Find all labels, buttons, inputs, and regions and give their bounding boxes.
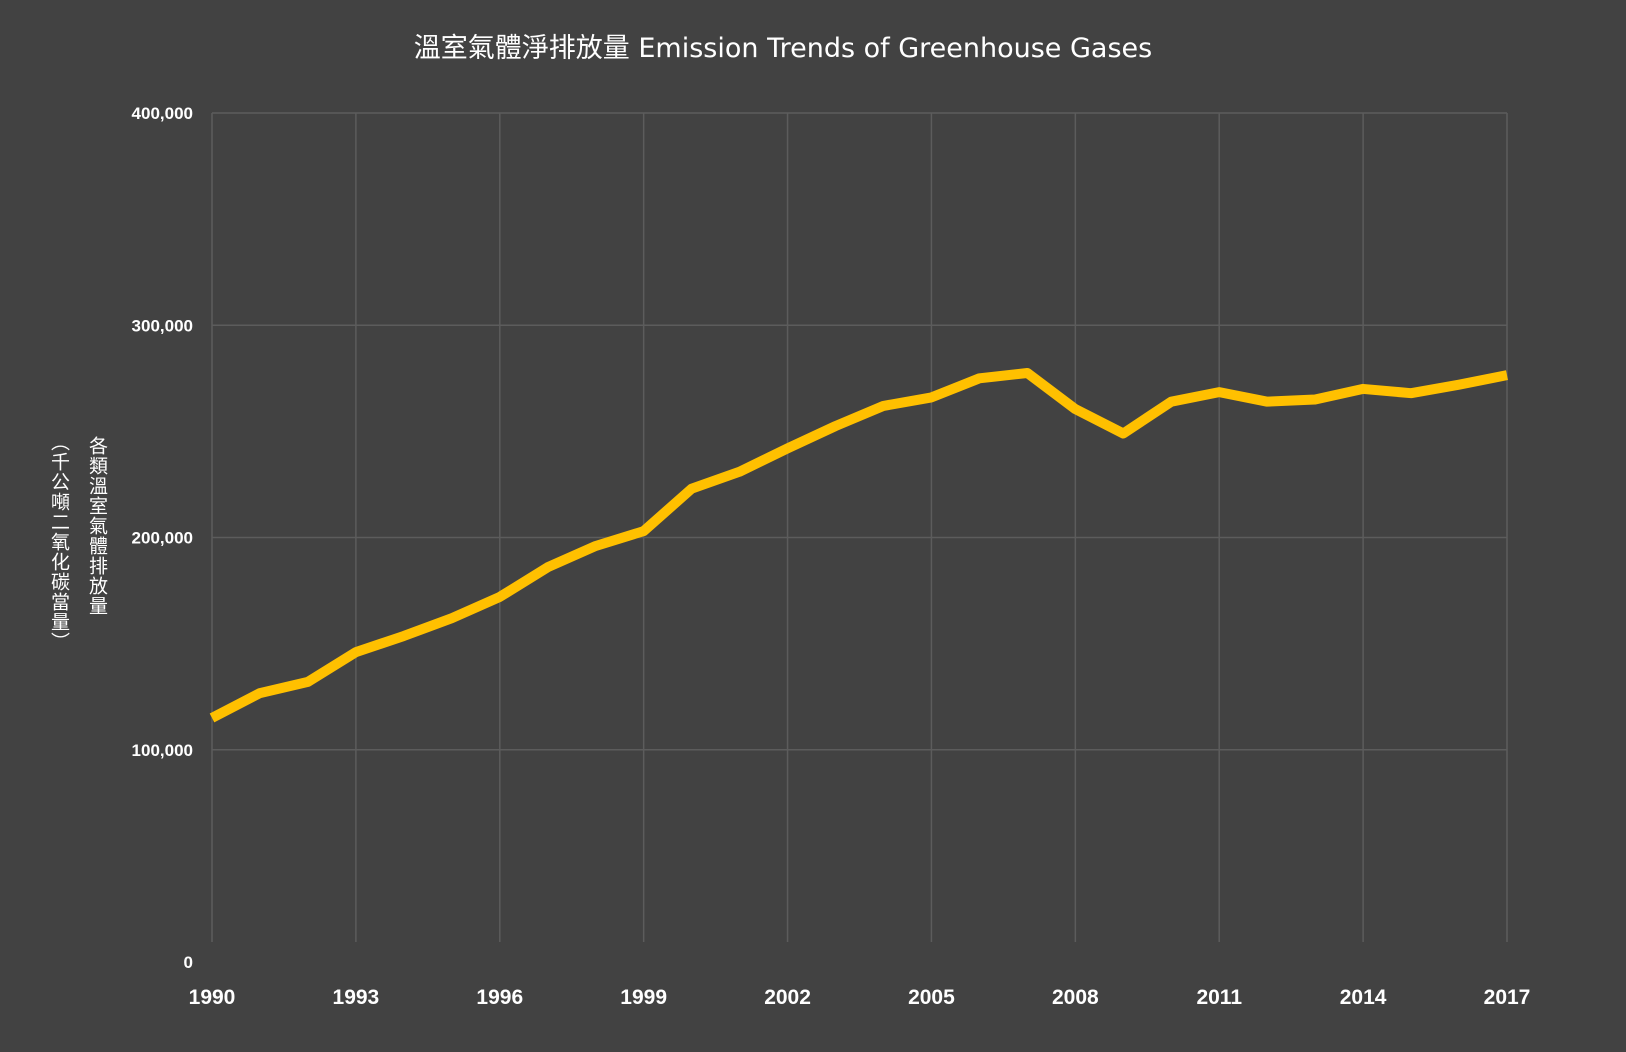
y-tick-label: 200,000 bbox=[132, 529, 193, 548]
x-tick-label: 2008 bbox=[1052, 986, 1099, 1009]
x-tick-label: 2017 bbox=[1484, 986, 1531, 1009]
x-tick-label: 2011 bbox=[1196, 986, 1242, 1009]
x-tick-label: 1996 bbox=[476, 986, 523, 1009]
y-tick-label: 300,000 bbox=[132, 316, 193, 335]
x-tick-label: 2002 bbox=[764, 986, 811, 1009]
x-tick-label: 1993 bbox=[333, 986, 380, 1009]
x-tick-label: 2014 bbox=[1340, 986, 1387, 1009]
y-tick-label: 0 bbox=[184, 953, 193, 972]
chart-title: 溫室氣體淨排放量 Emission Trends of Greenhouse G… bbox=[413, 33, 1153, 64]
emissions-line bbox=[209, 368, 1508, 723]
x-tick-label: 1999 bbox=[620, 986, 667, 1009]
y-tick-label: 100,000 bbox=[132, 741, 193, 760]
y-tick-label: 400,000 bbox=[132, 104, 193, 123]
x-tick-label: 2005 bbox=[908, 986, 955, 1009]
y-axis-unit: （千公噸二氧化碳當量） bbox=[48, 432, 70, 652]
x-tick-label: 1990 bbox=[189, 986, 236, 1009]
y-axis-label: 各類溫室氣體排放量 bbox=[86, 436, 108, 616]
